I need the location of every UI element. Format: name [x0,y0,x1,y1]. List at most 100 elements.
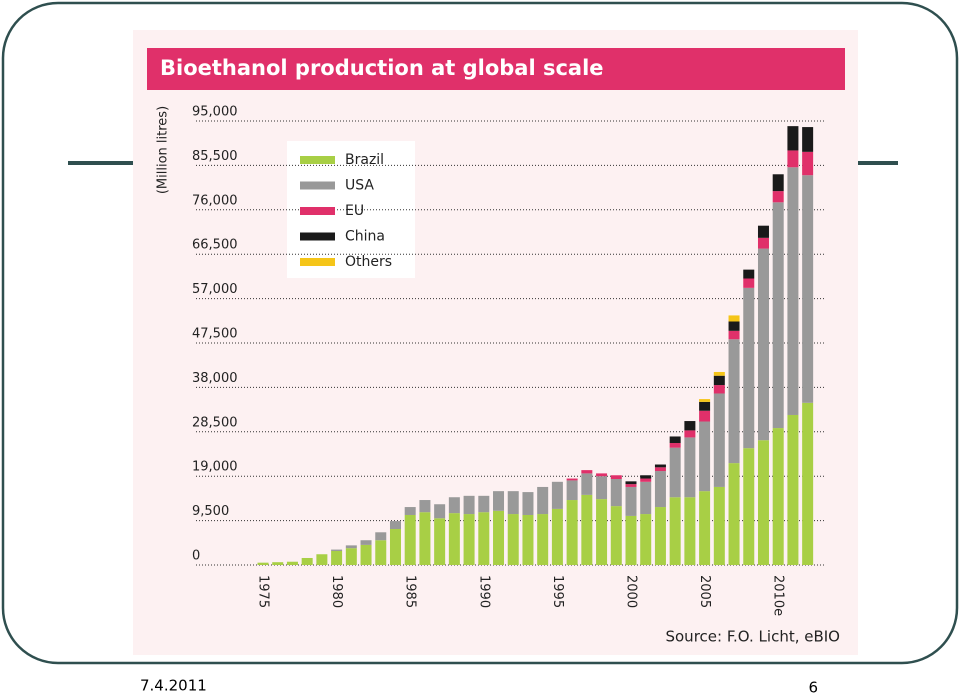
y-tick-label: 19,000 [192,460,238,475]
x-tick-label: 2005 [697,575,712,608]
bar-segment [713,385,725,394]
bar-segment [463,495,475,515]
bar-segment [522,492,534,515]
y-tick-label: 85,500 [192,149,238,164]
legend-label: Others [345,254,392,270]
y-tick-label: 66,500 [192,238,238,253]
bar-segment [493,510,505,565]
bar-segment [743,448,755,565]
bar-segment [331,549,343,551]
x-tick-label: 1990 [476,575,491,608]
bar-segment [802,151,814,176]
bar-segment [625,486,637,516]
bar-segment [699,399,711,402]
bar-segment [669,443,681,448]
bar-segment [331,550,343,565]
bar-segment [389,521,401,530]
bar-segment [448,497,460,514]
bar-segment [772,174,784,192]
bar-segment [640,481,652,515]
bar-segment [787,167,799,415]
bar-segment [757,440,769,565]
bar-segment [669,447,681,498]
bar-segment [713,375,725,386]
bar-segment [699,401,711,411]
bar-segment [772,428,784,565]
y-tick-label: 47,500 [192,327,238,342]
bar-segment [478,512,490,565]
bar-segment [669,436,681,444]
bar-segment [684,497,696,565]
bar-segment [566,478,578,481]
bar-segment [360,544,372,565]
y-tick-label: 95,000 [192,105,238,120]
bar-segment [787,150,799,168]
bar-segment [654,471,666,508]
bar-segment [537,514,549,565]
legend-swatch [300,258,335,266]
bar-segment [375,540,387,565]
bar-segment [743,287,755,449]
bar-segment [434,504,446,519]
bar-segment [448,513,460,565]
legend-swatch [300,156,335,164]
bar-segment [802,402,814,565]
bar-segment [257,562,269,565]
y-tick-label: 28,500 [192,415,238,430]
bar-segment [507,491,519,515]
bar-segment [493,491,505,511]
bar-segment [699,421,711,492]
bar-segment [757,248,769,441]
bar-segment [713,371,725,376]
bar-segment [699,491,711,565]
bar-segment [684,430,696,438]
bar-segment [728,463,740,565]
bar-segment [654,507,666,565]
legend-label: USA [345,178,374,194]
bar-segment [684,421,696,431]
bar-segment [625,515,637,565]
bar-segment [360,540,372,545]
bar-segment [596,473,608,477]
bar-segment [507,514,519,565]
y-tick-label: 38,000 [192,371,238,386]
bar-segment [581,470,593,474]
bar-segment [802,127,814,152]
bar-segment [772,191,784,203]
bar-segment [625,481,637,485]
bar-segment [743,278,755,288]
bar-segment [404,507,416,515]
bar-segment [743,269,755,279]
bar-segment [566,480,578,501]
bar-segment [478,495,490,513]
bar-segment [669,497,681,565]
bar-segment [389,529,401,565]
x-tick-label: 1975 [256,575,271,608]
bar-segment [419,512,431,565]
x-tick-label: 2000 [624,575,639,608]
bar-segment [345,545,357,549]
bar-segment [610,506,622,565]
bar-segment [728,321,740,331]
bar-segment [699,410,711,422]
bar-segment [551,481,563,509]
bar-segment [316,554,328,565]
legend-swatch [300,207,335,215]
y-axis-label: (Million litres) [156,106,171,194]
bar-segment [596,499,608,565]
bar-segment [596,476,608,500]
bar-segment [640,514,652,565]
bar-segment [757,237,769,249]
bar-segment [728,315,740,322]
bar-segment [654,464,666,468]
chart-title: Bioethanol production at global scale [160,56,604,80]
y-tick-label: 0 [192,549,200,564]
y-tick-label: 76,000 [192,193,238,208]
bar-segment [537,486,549,515]
bar-segment [728,339,740,464]
bar-segment [787,126,799,151]
x-tick-label: 2010e [771,575,786,616]
bar-segment [640,478,652,482]
bar-segment [463,514,475,565]
